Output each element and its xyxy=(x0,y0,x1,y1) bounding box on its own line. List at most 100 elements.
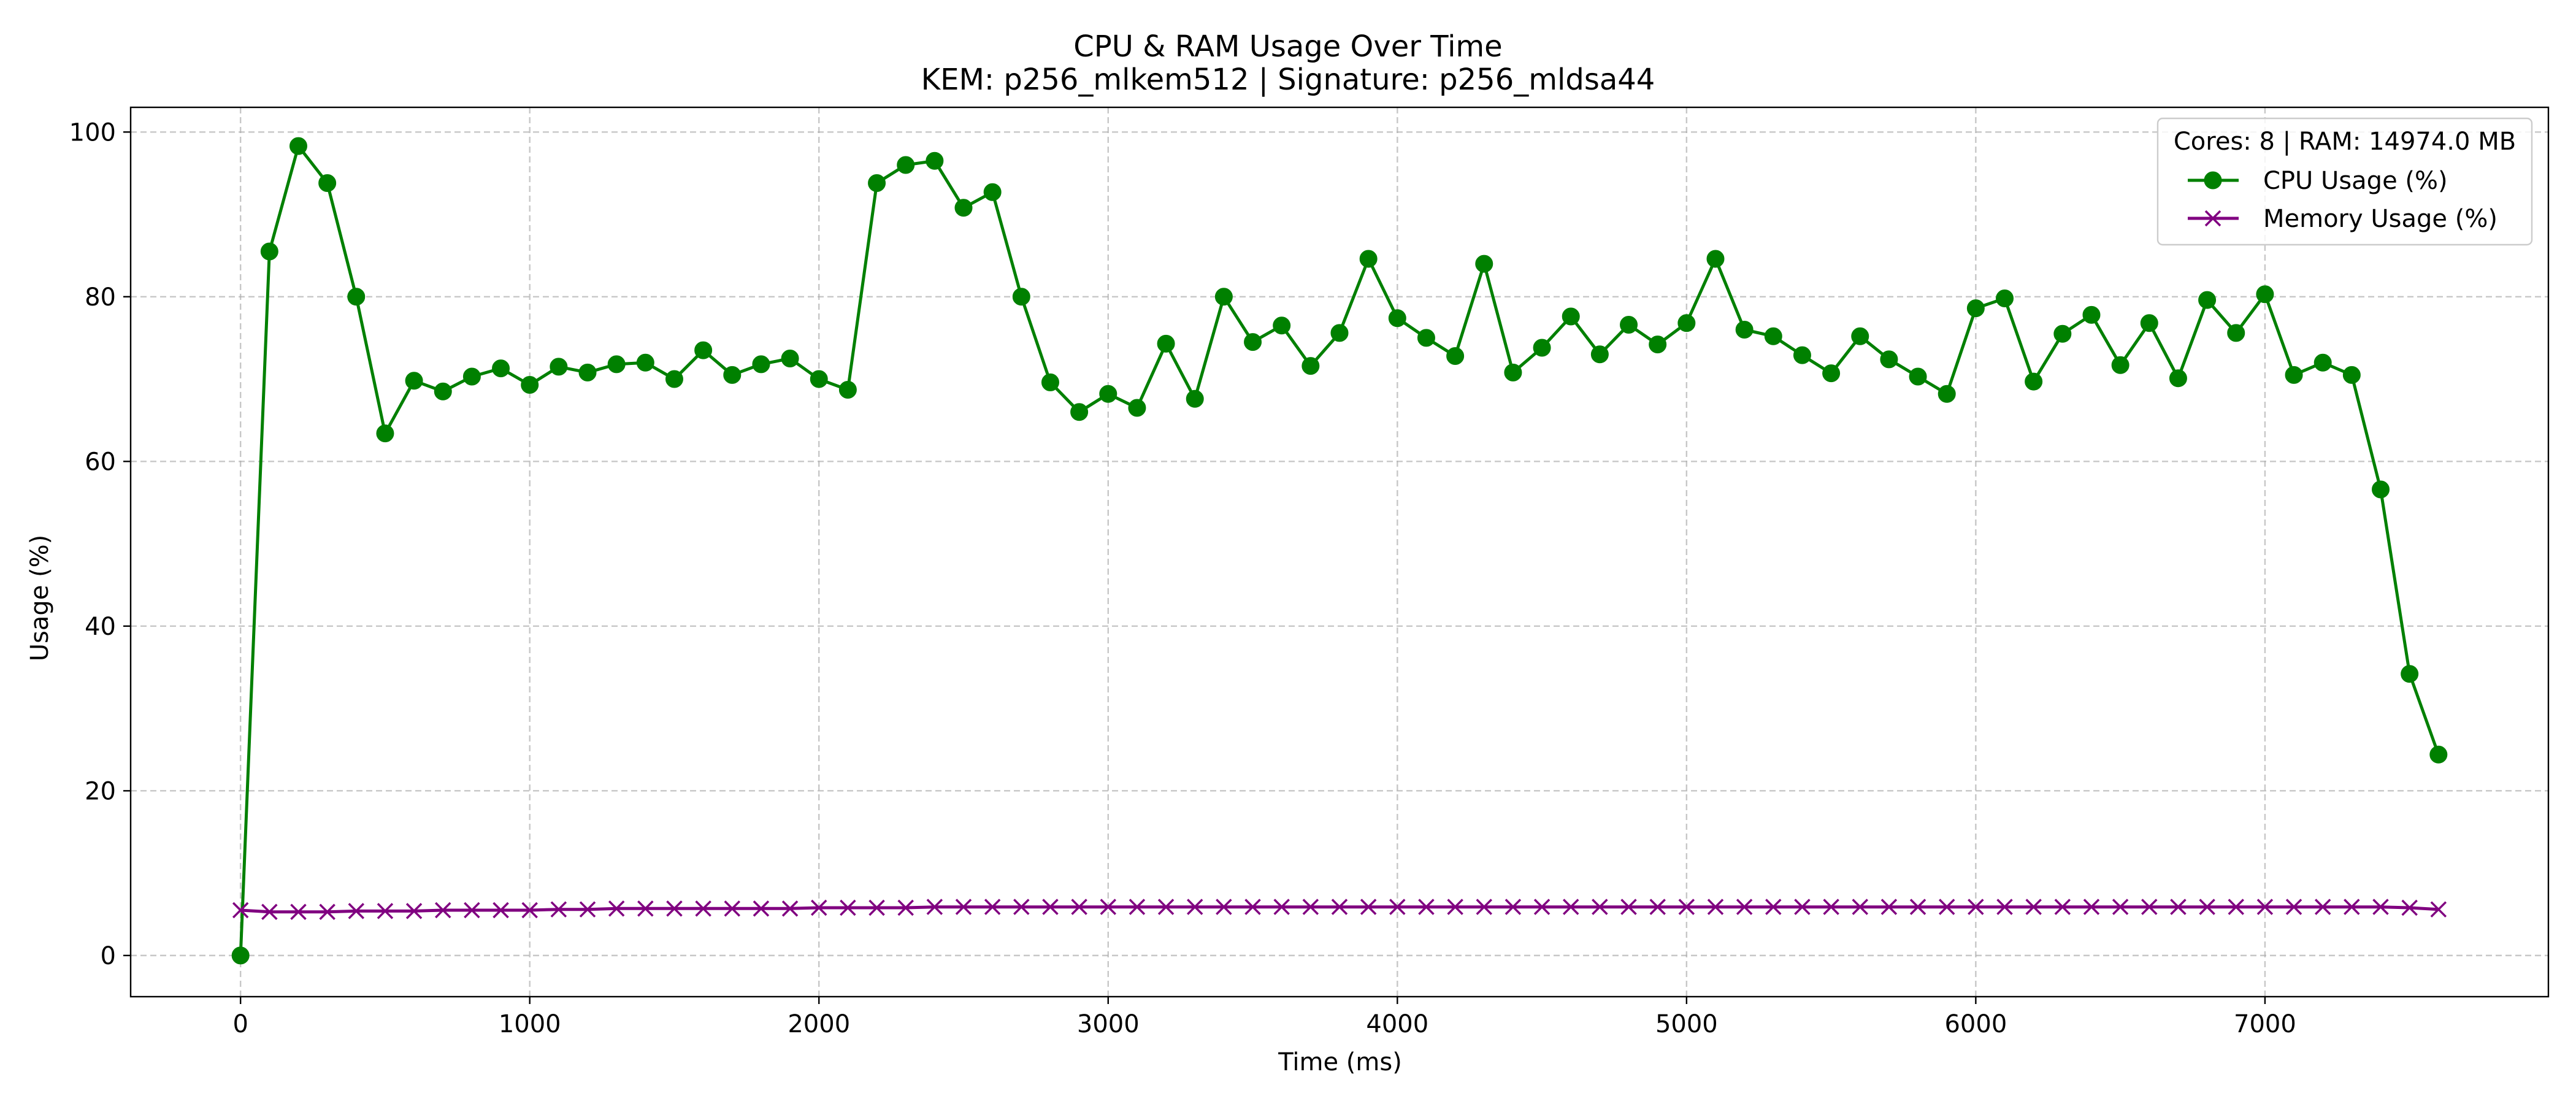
cpu-data-point xyxy=(1966,299,1985,318)
legend-memory-marker xyxy=(2204,210,2221,227)
memory-data-point xyxy=(1880,899,1898,915)
memory-data-point xyxy=(232,902,249,919)
cpu-data-point xyxy=(1735,321,1754,339)
memory-data-point xyxy=(319,903,335,920)
cpu-data-point xyxy=(1417,329,1435,347)
memory-data-point xyxy=(637,900,654,917)
memory-data-point xyxy=(1389,899,1406,915)
cpu-data-point xyxy=(2053,324,2072,343)
x-axis-label: Time (ms) xyxy=(1278,1048,1402,1076)
memory-data-point xyxy=(493,902,509,919)
cpu-data-point xyxy=(607,355,626,374)
cpu-data-point xyxy=(1880,350,1898,369)
memory-data-point xyxy=(1592,899,1608,915)
memory-data-point xyxy=(579,901,596,918)
memory-data-point xyxy=(550,901,567,918)
memory-data-point xyxy=(521,902,538,919)
x-tick-label: 5000 xyxy=(1655,1010,1718,1038)
chart-title: CPU & RAM Usage Over Time xyxy=(1073,29,1502,64)
cpu-data-point xyxy=(578,363,597,381)
memory-data-point xyxy=(2314,899,2331,915)
legend-title: Cores: 8 | RAM: 14974.0 MB xyxy=(2174,128,2516,156)
memory-data-point xyxy=(348,903,365,919)
y-tick-label: 80 xyxy=(85,283,116,312)
chart-subtitle: KEM: p256_mlkem512 | Signature: p256_mld… xyxy=(921,63,1655,97)
memory-data-point xyxy=(897,899,914,916)
cpu-data-point xyxy=(2111,356,2129,374)
cpu-data-point xyxy=(318,174,337,193)
y-tick-label: 100 xyxy=(69,118,116,147)
memory-data-point xyxy=(1909,899,1926,915)
memory-data-point xyxy=(405,903,423,919)
y-tick-label: 40 xyxy=(85,613,116,641)
cpu-data-point xyxy=(1677,314,1696,332)
cpu-data-point xyxy=(521,375,539,394)
cpu-data-point xyxy=(1764,327,1782,345)
memory-data-point xyxy=(1186,899,1203,915)
y-axis-label: Usage (%) xyxy=(26,535,54,662)
memory-data-point xyxy=(2141,899,2158,915)
memory-data-point xyxy=(724,900,741,917)
cpu-data-point xyxy=(723,366,742,384)
cpu-data-point xyxy=(810,370,828,388)
cpu-data-point xyxy=(1620,315,1638,334)
memory-data-point xyxy=(2199,899,2215,915)
plot-frame xyxy=(129,106,2550,998)
x-tick-label: 4000 xyxy=(1366,1010,1428,1038)
memory-data-point xyxy=(435,902,451,919)
memory-data-point xyxy=(2083,899,2100,915)
memory-data-point xyxy=(2256,899,2274,915)
cpu-data-point xyxy=(1793,346,1811,364)
cpu-data-point xyxy=(434,382,452,401)
legend-box xyxy=(2156,117,2533,246)
grid-lines xyxy=(131,107,2548,997)
cpu-data-point xyxy=(897,156,915,174)
memory-data-point xyxy=(955,899,972,915)
cpu-data-point xyxy=(1186,389,1204,408)
y-tick-label: 60 xyxy=(85,448,116,476)
cpu-data-point xyxy=(781,349,799,367)
cpu-data-point xyxy=(954,199,973,217)
memory-data-point xyxy=(811,899,827,916)
cpu-data-point xyxy=(1012,288,1030,306)
x-tick-label: 3000 xyxy=(1077,1010,1140,1038)
memory-data-point xyxy=(1649,899,1666,915)
y-tick-label: 0 xyxy=(101,942,116,970)
memory-data-point xyxy=(1707,899,1724,915)
memory-data-point xyxy=(1794,899,1811,915)
cpu-data-point xyxy=(2256,285,2274,304)
cpu-data-point xyxy=(2429,745,2448,764)
memory-data-point xyxy=(2054,899,2071,915)
memory-data-point xyxy=(2112,899,2129,915)
memory-data-point xyxy=(2401,899,2418,916)
memory-data-point xyxy=(2228,899,2244,915)
memory-data-point xyxy=(1823,899,1839,915)
cpu-data-point xyxy=(347,288,366,306)
memory-data-point xyxy=(840,899,856,916)
cpu-data-point xyxy=(752,355,770,374)
cpu-data-point xyxy=(260,242,278,261)
memory-data-point xyxy=(666,900,683,917)
cpu-data-point xyxy=(1996,289,2014,307)
memory-data-point xyxy=(1852,899,1868,915)
cpu-data-point xyxy=(289,137,307,155)
legend-memory-label: Memory Usage (%) xyxy=(2263,205,2497,233)
cpu-data-point xyxy=(1706,250,1725,268)
memory-data-point xyxy=(1996,899,2013,915)
memory-data-point xyxy=(2372,899,2389,915)
memory-data-point xyxy=(1302,899,1319,915)
cpu-data-point xyxy=(1330,324,1349,342)
memory-data-point xyxy=(1360,899,1377,915)
cpu-data-point xyxy=(550,358,568,376)
axis-ticks: 0 1000 2000 3000 4000 5000 6000 7000 0 20 40 60 80 10… xyxy=(69,118,2296,1038)
memory-data-point xyxy=(753,900,770,917)
memory-data-point xyxy=(984,899,1001,915)
cpu-data-point xyxy=(1214,288,1233,306)
cpu-data-point xyxy=(1041,373,1059,391)
cpu-data-point xyxy=(868,174,886,193)
cpu-data-point xyxy=(1446,347,1465,365)
y-tick-label: 20 xyxy=(85,777,116,805)
memory-data-point xyxy=(2430,901,2447,918)
legend-cpu-label: CPU Usage (%) xyxy=(2263,167,2448,195)
memory-data-point xyxy=(1620,899,1637,915)
